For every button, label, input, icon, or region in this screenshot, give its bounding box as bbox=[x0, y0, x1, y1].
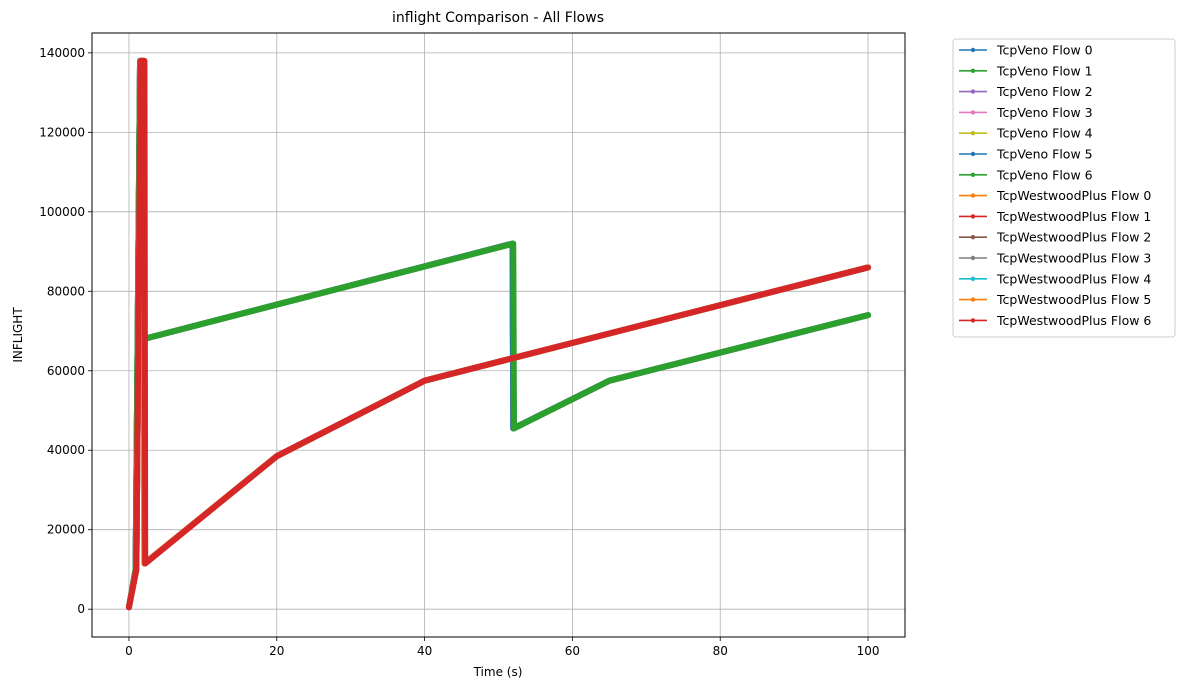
legend-entry-5: TcpVeno Flow 5 bbox=[996, 147, 1093, 162]
y-tick-label: 100000 bbox=[39, 205, 85, 219]
legend-marker-5 bbox=[970, 151, 976, 157]
legend-marker-6 bbox=[970, 172, 976, 177]
legend-entry-1: TcpVeno Flow 1 bbox=[996, 63, 1093, 78]
legend-marker-0 bbox=[970, 47, 976, 53]
x-tick-label: 80 bbox=[713, 644, 728, 658]
y-tick-label: 80000 bbox=[47, 284, 85, 298]
legend-entry-12: TcpWestwoodPlus Flow 5 bbox=[996, 292, 1151, 307]
legend-entry-3: TcpVeno Flow 3 bbox=[996, 105, 1093, 120]
y-tick-label: 0 bbox=[77, 602, 85, 616]
legend-marker-4 bbox=[970, 131, 976, 136]
x-tick-label: 40 bbox=[417, 644, 432, 658]
y-tick-label: 60000 bbox=[47, 364, 85, 378]
legend-entry-11: TcpWestwoodPlus Flow 4 bbox=[996, 271, 1151, 286]
legend-marker-7 bbox=[970, 193, 976, 198]
legend: TcpVeno Flow 0 TcpVeno Flow 1 TcpVeno Flow… bbox=[952, 38, 1176, 338]
legend-entry-9: TcpWestwoodPlus Flow 2 bbox=[996, 230, 1151, 245]
series-lines bbox=[125, 57, 872, 611]
legend-entry-13: TcpWestwoodPlus Flow 6 bbox=[996, 313, 1151, 328]
series-line-13 bbox=[125, 57, 872, 611]
legend-marker-1 bbox=[970, 68, 976, 74]
chart-title: inflight Comparison - All Flows bbox=[392, 10, 604, 26]
x-tick-label: 0 bbox=[125, 644, 133, 658]
legend-entry-10: TcpWestwoodPlus Flow 3 bbox=[996, 251, 1151, 266]
legend-entry-4: TcpVeno Flow 4 bbox=[996, 126, 1093, 141]
y-axis-label: INFLIGHT bbox=[11, 307, 25, 363]
x-tick-label: 20 bbox=[269, 644, 284, 658]
y-axis-ticks: 0 20000 40000 60000 80000 100000 120000 140000 bbox=[39, 46, 92, 616]
legend-marker-10 bbox=[970, 255, 976, 261]
x-axis-label: Time (s) bbox=[473, 665, 523, 679]
y-tick-label: 40000 bbox=[47, 443, 85, 457]
legend-marker-2 bbox=[970, 89, 976, 94]
x-tick-label: 60 bbox=[565, 644, 580, 658]
y-tick-label: 20000 bbox=[47, 523, 85, 537]
legend-entry-0: TcpVeno Flow 0 bbox=[996, 43, 1093, 58]
y-tick-label: 140000 bbox=[39, 46, 85, 60]
legend-marker-13 bbox=[970, 318, 976, 323]
plot-frame bbox=[91, 32, 906, 638]
legend-box bbox=[952, 38, 1176, 338]
legend-entry-2: TcpVeno Flow 2 bbox=[996, 84, 1093, 99]
legend-entry-8: TcpWestwoodPlus Flow 1 bbox=[996, 209, 1151, 224]
legend-entry-7: TcpWestwoodPlus Flow 0 bbox=[996, 188, 1151, 203]
y-tick-label: 120000 bbox=[39, 125, 85, 139]
legend-marker-3 bbox=[970, 110, 976, 115]
x-axis-ticks: 0 20 40 60 80 100 bbox=[125, 637, 879, 658]
legend-entry-6: TcpVeno Flow 6 bbox=[996, 167, 1093, 182]
legend-marker-9 bbox=[970, 235, 976, 240]
legend-marker-8 bbox=[970, 214, 976, 219]
legend-marker-12 bbox=[970, 297, 976, 302]
x-tick-label: 100 bbox=[857, 644, 880, 658]
legend-marker-11 bbox=[970, 276, 976, 281]
